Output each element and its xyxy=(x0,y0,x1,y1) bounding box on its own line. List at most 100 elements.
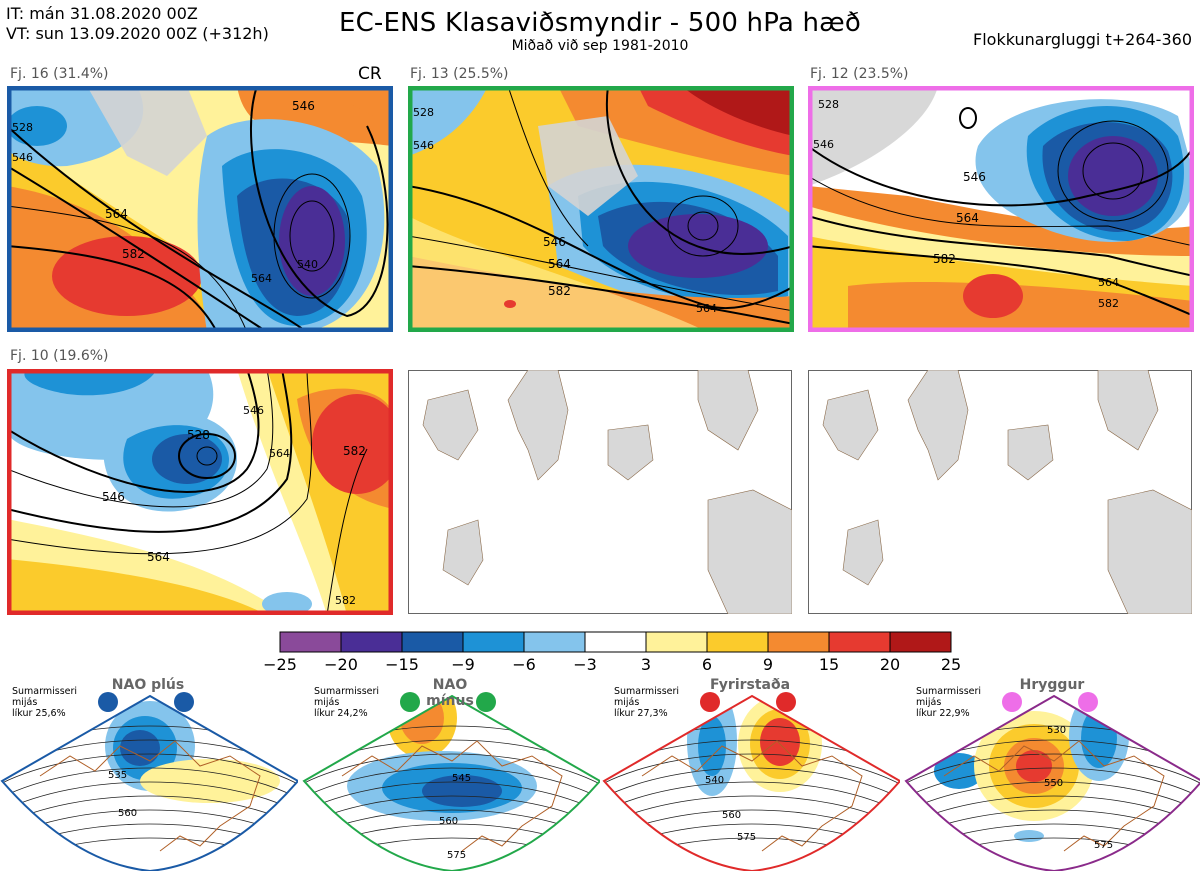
panel-2-contour-label: 546 xyxy=(413,139,434,152)
issue-time: IT: mán 31.08.2020 00Z xyxy=(6,4,198,23)
anomaly-field xyxy=(1016,750,1052,782)
header-times: IT: mán 31.08.2020 00Z VT: sun 13.09.202… xyxy=(6,4,269,44)
panel-3-contour-label: 546 xyxy=(813,138,834,151)
panel-3-contour-label: 564 xyxy=(956,211,979,225)
regime-contour-label: 540 xyxy=(705,775,724,786)
regime-dot xyxy=(98,692,118,712)
regime-border xyxy=(602,694,900,871)
colorbar-swatch xyxy=(279,631,342,653)
colorbar-tick-label: −20 xyxy=(324,655,358,674)
colorbar-tick-label: −6 xyxy=(512,655,536,674)
regime-inset: 530 550 575 xyxy=(904,692,1200,871)
colorbar-swatch xyxy=(401,631,464,653)
anomaly-field xyxy=(120,730,160,766)
empty-map-6 xyxy=(808,370,1192,614)
panel-3-border xyxy=(808,86,1194,332)
regime-inset: 535 560 xyxy=(0,692,298,871)
anomaly-field xyxy=(698,716,726,776)
regime-info-mean: mijás xyxy=(314,697,340,708)
coastline xyxy=(641,740,863,852)
regime-info: Sumarmisseri mijás líkur 24,2% xyxy=(314,686,379,719)
regime-border xyxy=(302,694,600,871)
colorbar: −25 −20 −15 −9 −6 −3 3 6 9 15 20 25 xyxy=(263,631,960,674)
panel-4-contour-label: 564 xyxy=(147,550,170,564)
colorbar-tick-label: 20 xyxy=(880,655,900,674)
regime-info: Sumarmisseri mijás líkur 25,6% xyxy=(12,686,77,719)
regime-title: Fyrirstaða xyxy=(710,677,791,693)
panel-1-contour-label: 564 xyxy=(251,272,272,285)
panel-4-contour-label: 528 xyxy=(187,428,210,442)
regime-contour-label: 560 xyxy=(118,808,137,819)
panel-3-contour-label: 564 xyxy=(1098,276,1119,289)
panel-4-border xyxy=(7,369,393,615)
height-contour xyxy=(906,753,1200,785)
regime-border xyxy=(0,694,298,871)
panel-4-contour-label: 564 xyxy=(269,447,290,460)
regime-inset: 540 560 575 xyxy=(602,692,900,871)
panel-1-label: Fj. 16 (31.4%) xyxy=(10,66,109,82)
panel-4-contour-label: 582 xyxy=(335,594,356,607)
regime-title: NAO plús xyxy=(111,677,185,693)
regime-dot xyxy=(700,692,720,712)
panel-3-contour-label: 528 xyxy=(818,98,839,111)
panel-4-label: Fj. 10 (19.6%) xyxy=(10,348,109,364)
panel-1-contour-label: 528 xyxy=(12,121,33,134)
panel-2-contour-label: 564 xyxy=(696,302,717,315)
height-contour xyxy=(604,781,900,813)
panel-2-contour-label: 582 xyxy=(548,284,571,298)
panel-2-label: Fj. 13 (25.5%) xyxy=(410,66,509,82)
panel-3-contour-label: 582 xyxy=(1098,297,1119,310)
anomaly-field xyxy=(140,759,280,803)
anomaly-field xyxy=(1014,830,1044,842)
panel-1-tag: CR xyxy=(358,64,382,84)
colorbar-tick-label: −25 xyxy=(263,655,297,674)
colorbar-tick-label: −3 xyxy=(573,655,597,674)
colorbar-tick-label: −9 xyxy=(451,655,475,674)
panel-1-contour-label: 546 xyxy=(12,151,33,164)
cluster-map-1: 582 564 546 528 546 564 540 xyxy=(7,86,393,332)
coastline xyxy=(943,740,1165,852)
empty-map-5 xyxy=(408,370,792,614)
cluster-map-4: 528 546 564 546 564 582 582 xyxy=(7,369,393,615)
page-subtitle: Miðað við sep 1981-2010 xyxy=(511,38,689,54)
panel-4-contour-label: 582 xyxy=(343,444,366,458)
panel-4-contour-label: 546 xyxy=(243,404,264,417)
regime-info-mean: mijás xyxy=(12,697,38,708)
valid-time: VT: sun 13.09.2020 00Z (+312h) xyxy=(6,24,269,43)
regime-dot xyxy=(1078,692,1098,712)
colorbar-tick-label: 6 xyxy=(702,655,712,674)
colorbar-swatch xyxy=(767,631,830,653)
colorbar-tick-label: 9 xyxy=(763,655,773,674)
regime-info-prob: líkur 24,2% xyxy=(314,708,368,719)
regime-info-mean: mijás xyxy=(614,697,640,708)
regime-info-season: Sumarmisseri xyxy=(314,686,380,697)
panel-1-contour-label: 540 xyxy=(297,258,318,271)
colorbar-tick-label: −15 xyxy=(385,655,419,674)
panel-1-contour-label: 582 xyxy=(122,247,145,261)
height-contour xyxy=(304,767,600,799)
regime-info-season: Sumarmisseri xyxy=(12,686,78,697)
panel-1-border xyxy=(7,86,393,332)
panel-2-border xyxy=(408,86,794,332)
regime-dot xyxy=(174,692,194,712)
regime-dot xyxy=(1002,692,1022,712)
classification-window: Flokkunargluggi t+264-360 xyxy=(973,30,1192,49)
regime-info-season: Sumarmisseri xyxy=(916,686,982,697)
height-contour xyxy=(906,767,1200,799)
regime-contour-label: 560 xyxy=(439,816,458,827)
regime-info-mean: mijás xyxy=(916,697,942,708)
cluster-map-3: 528 546 564 582 546 564 582 xyxy=(808,86,1194,332)
colorbar-swatch xyxy=(340,631,403,653)
colorbar-swatch xyxy=(523,631,586,653)
height-contour xyxy=(2,781,298,813)
regime-dot xyxy=(776,692,796,712)
panel-1-contour-label: 564 xyxy=(105,207,128,221)
height-contour xyxy=(2,753,298,785)
regime-dot xyxy=(400,692,420,712)
anomaly-field xyxy=(1081,708,1117,768)
regime-dot xyxy=(476,692,496,712)
page-title: EC-ENS Klasaviðsmyndir - 500 hPa hæð xyxy=(338,8,862,38)
height-contour xyxy=(604,767,900,799)
regime-info-prob: líkur 27,3% xyxy=(614,708,668,719)
regime-contour-label: 550 xyxy=(1044,778,1063,789)
